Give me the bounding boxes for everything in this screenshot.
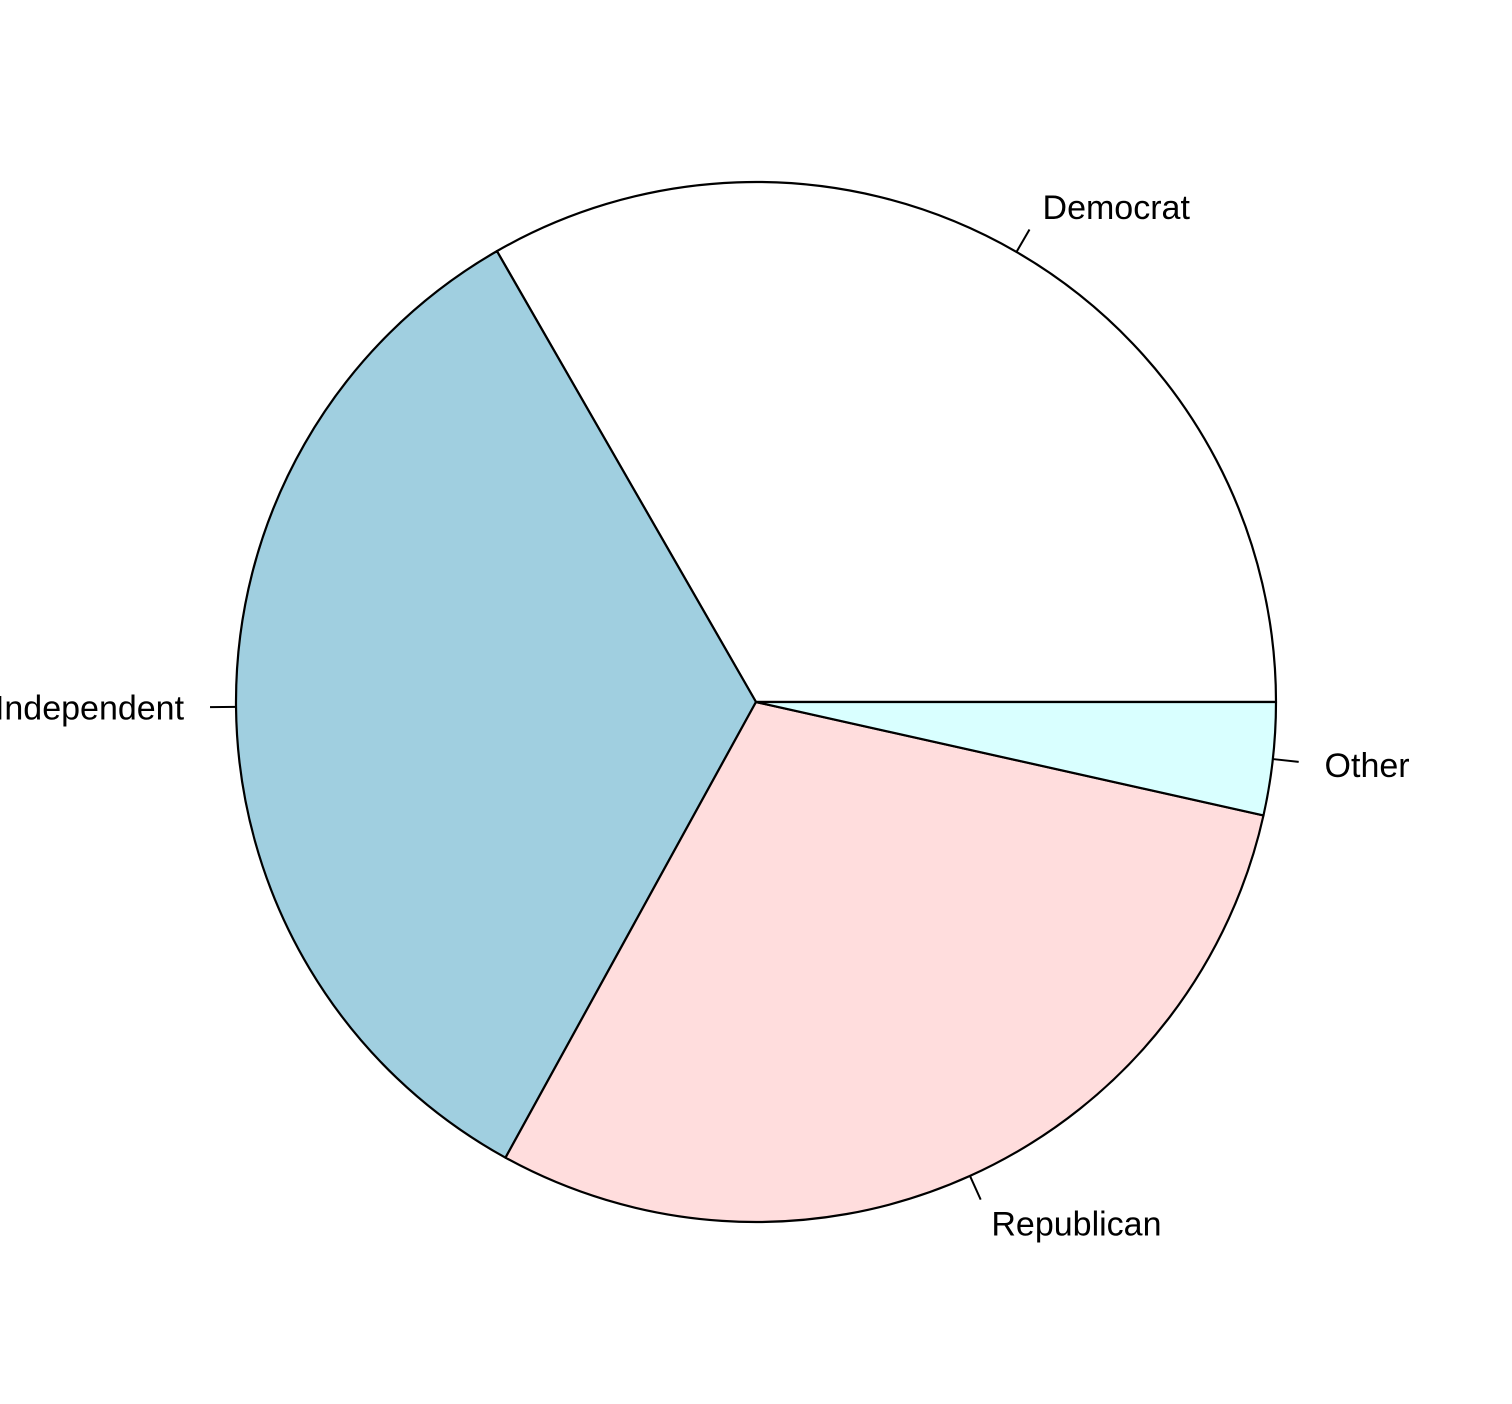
- slice-label-other: Other: [1325, 747, 1410, 785]
- label-tick-republican: [970, 1176, 981, 1200]
- label-tick-democrat: [1016, 229, 1029, 252]
- slice-label-republican: Republican: [991, 1205, 1161, 1243]
- label-tick-other: [1273, 759, 1299, 762]
- pie-slices: [236, 182, 1276, 1222]
- slice-label-independent: Independent: [0, 689, 185, 727]
- slice-label-democrat: Democrat: [1043, 189, 1191, 227]
